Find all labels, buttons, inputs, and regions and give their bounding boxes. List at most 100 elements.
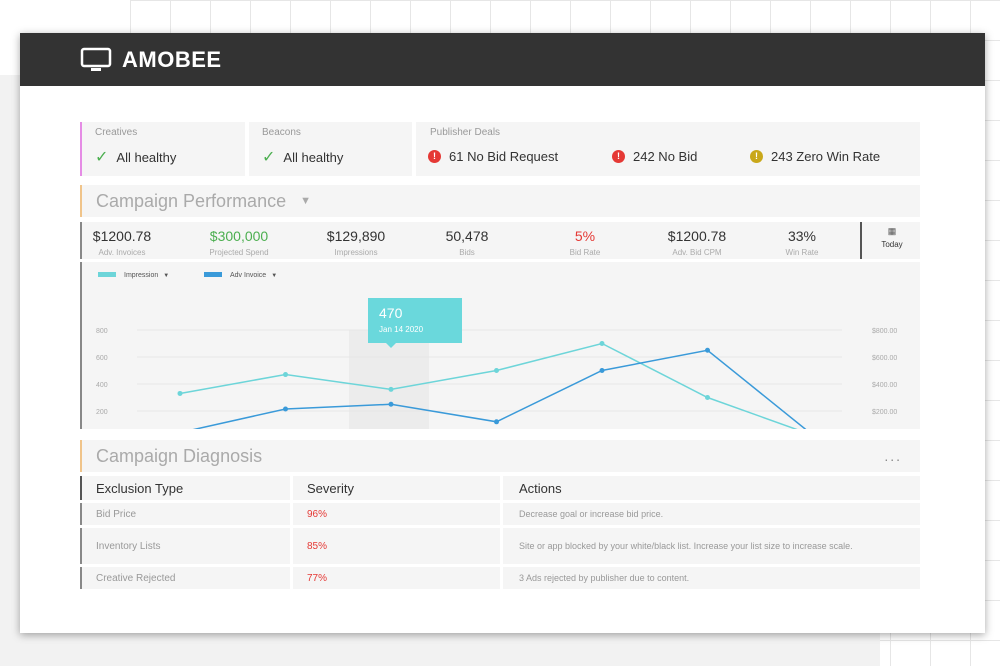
metrics-row: ▦ Today $1200.78 Adv. Invoices $300,000 Pro… <box>80 222 920 259</box>
data-point <box>599 341 605 346</box>
alert-icon: ! <box>612 150 625 163</box>
y-tick-left: 600 <box>96 355 108 362</box>
metric: $1200.78 Adv. Invoices <box>72 228 172 257</box>
y-tick-right: $600.00 <box>872 355 897 362</box>
data-point <box>388 401 394 407</box>
data-point <box>283 372 288 378</box>
exclusion-type: Bid Price <box>80 503 290 525</box>
legend-swatch <box>204 272 222 277</box>
dashboard-window: AMOBEE Creatives ✓ All healthy Beacons ✓ A… <box>20 33 985 633</box>
metric-caption: Bid Rate <box>569 248 601 257</box>
y-tick-right: $200.00 <box>872 409 897 416</box>
publisher-item[interactable]: ! 242 No Bid <box>612 149 697 164</box>
publisher-item[interactable]: ! 61 No Bid Request <box>428 149 558 164</box>
y-tick-left: 200 <box>96 409 108 416</box>
section-title: Campaign Performance <box>96 190 287 211</box>
tooltip <box>368 298 462 343</box>
metric: 50,478 Bids <box>417 228 517 257</box>
warning-icon: ! <box>750 150 763 163</box>
calendar-icon: ▦ <box>887 226 897 236</box>
y-tick-right: $800.00 <box>872 328 897 335</box>
publisher-item-text: 242 No Bid <box>633 149 698 164</box>
header-bar: AMOBEE <box>20 33 985 86</box>
metric: 5% Bid Rate <box>535 228 635 257</box>
data-point <box>705 347 710 353</box>
exclusion-type: Inventory Lists <box>80 528 290 564</box>
data-point <box>388 386 394 392</box>
chevron-down-icon: ▼ <box>271 273 277 279</box>
monitor-icon <box>80 47 112 71</box>
more-options-icon[interactable]: ... <box>884 448 902 464</box>
tooltip-pointer <box>386 343 396 348</box>
legend-swatch <box>98 272 116 277</box>
today-label: Today <box>881 240 903 249</box>
column-header[interactable]: Exclusion Type <box>80 476 290 500</box>
metric-value: 5% <box>574 228 596 244</box>
publisher-item-text: 243 Zero Win Rate <box>771 149 881 164</box>
metric-caption: Impressions <box>334 248 378 257</box>
creatives-card[interactable]: Creatives ✓ All healthy <box>80 122 245 176</box>
column-header[interactable]: Actions <box>500 476 920 500</box>
data-point <box>599 368 605 373</box>
series-line-1 <box>179 349 814 436</box>
today-button[interactable]: ▦ Today <box>864 226 920 249</box>
data-point <box>494 419 499 425</box>
publisher-item[interactable]: ! 243 Zero Win Rate <box>750 149 880 164</box>
legend-label: Impression <box>124 272 158 279</box>
action: Site or app blocked by your white/black … <box>500 528 920 564</box>
y-tick-left: 400 <box>96 382 108 389</box>
legend-label: Adv Invoice <box>230 272 266 279</box>
line-chart: 100$100.00200$200.00400$400.00600$600.00… <box>96 272 897 453</box>
exclusion-type: Creative Rejected <box>80 567 290 589</box>
column-header[interactable]: Severity <box>290 476 500 500</box>
metric-value: $1200.78 <box>92 228 152 244</box>
beacons-status: All healthy <box>283 149 344 165</box>
metric-value: $300,000 <box>209 228 269 244</box>
table-row[interactable]: Bid Price 96% Decrease goal or increase bi… <box>80 503 920 525</box>
publisher-deals-label: Publisher Deals <box>430 127 501 138</box>
metric-value: 33% <box>787 228 817 244</box>
metric-caption: Adv. Invoices <box>98 248 146 257</box>
campaign-diagnosis-header: Campaign Diagnosis ... <box>80 440 920 472</box>
tooltip-value: 470 <box>379 305 403 321</box>
metric: $129,890 Impressions <box>306 228 406 257</box>
publisher-deals-card[interactable]: Publisher Deals ! 61 No Bid Request ! 242 … <box>416 122 920 176</box>
publisher-item-text: 61 No Bid Request <box>449 149 559 164</box>
creatives-status: All healthy <box>116 149 177 165</box>
metric-value: $129,890 <box>326 228 386 244</box>
brand-logo: AMOBEE <box>122 46 222 72</box>
action: Decrease goal or increase bid price. <box>500 503 920 525</box>
table-row[interactable]: Inventory Lists 85% Site or app blocked by… <box>80 528 920 564</box>
metric-caption: Bids <box>459 248 475 257</box>
data-point <box>283 406 288 412</box>
metric: 33% Win Rate <box>752 228 852 257</box>
metric-caption: Adv. Bid CPM <box>672 248 722 257</box>
data-point <box>177 390 183 396</box>
metric-value: 50,478 <box>445 228 489 244</box>
y-tick-left: 800 <box>96 328 108 335</box>
check-icon: ✓ <box>262 149 276 166</box>
chevron-down-icon[interactable]: ▼ <box>300 195 311 207</box>
tooltip-date: Jan 14 2020 <box>379 325 424 334</box>
severity: 96% <box>290 503 500 525</box>
table-row[interactable]: Creative Rejected 77% 3 Ads rejected by pu… <box>80 567 920 589</box>
data-point <box>494 368 499 373</box>
diagnosis-table: Exclusion Type Severity Actions Bid Pric… <box>80 473 920 592</box>
severity: 77% <box>290 567 500 589</box>
alert-icon: ! <box>428 150 441 163</box>
data-point <box>705 395 710 400</box>
divider <box>860 222 862 259</box>
campaign-performance-header[interactable]: Campaign Performance ▼ <box>80 185 920 217</box>
section-title: Campaign Diagnosis <box>96 445 263 466</box>
metric-value: $1200.78 <box>667 228 727 244</box>
severity: 85% <box>290 528 500 564</box>
table-header-row: Exclusion Type Severity Actions <box>80 476 920 500</box>
action: 3 Ads rejected by publisher due to conte… <box>500 567 920 589</box>
y-tick-right: $400.00 <box>872 382 897 389</box>
beacons-card[interactable]: Beacons ✓ All healthy <box>249 122 412 176</box>
metric: $1200.78 Adv. Bid CPM <box>647 228 747 257</box>
chevron-down-icon: ▼ <box>163 273 169 279</box>
metric: $300,000 Projected Spend <box>189 228 289 257</box>
metric-caption: Win Rate <box>785 248 819 257</box>
beacons-label: Beacons <box>262 127 301 138</box>
